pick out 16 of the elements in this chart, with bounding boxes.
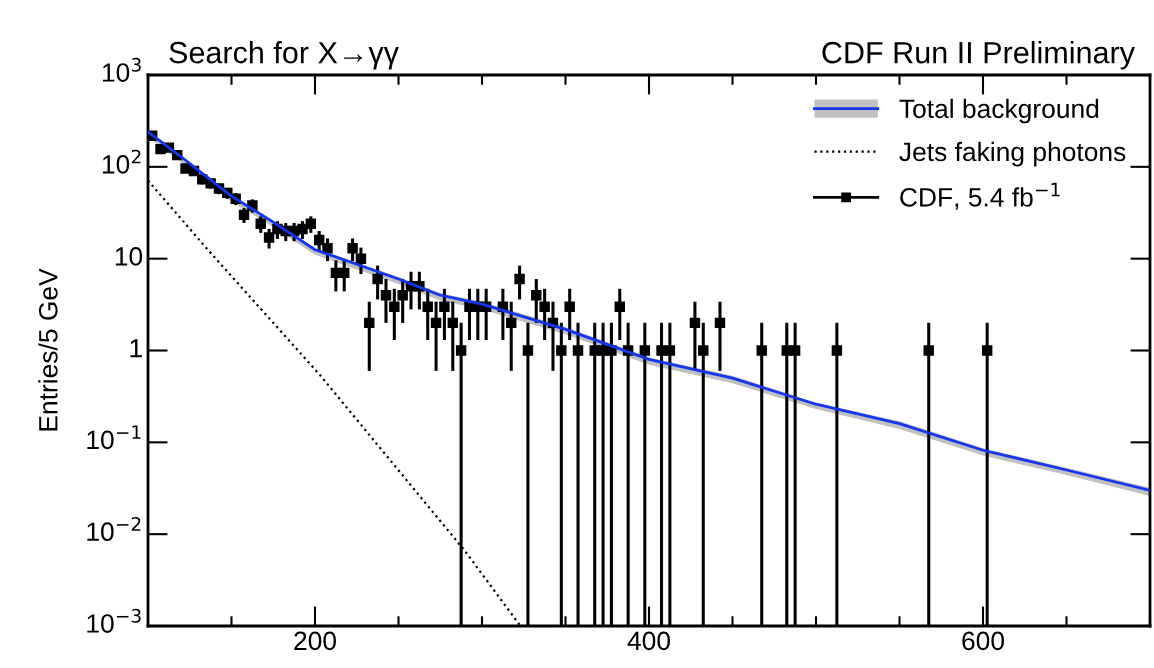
y-tick-label: 10	[115, 247, 143, 266]
x-tick-label: 600	[962, 631, 1004, 651]
legend-label: CDF, 5.4 fb$^{−1}$	[900, 182, 1060, 210]
y-tick-label: 10$^{3}$	[102, 57, 141, 82]
x-tick-label: 400	[627, 631, 670, 651]
y-tick-label: 10$^{−2}$	[87, 516, 141, 542]
legend-label: Jets faking photons	[899, 141, 1126, 167]
y-axis-title: Entries/5 GeV	[38, 268, 58, 431]
y-tick-label: 1	[130, 339, 142, 358]
chart-title: Search for X→γγ	[169, 41, 399, 70]
legend-label: Total background	[899, 98, 1099, 124]
y-tick-label: 10$^{2}$	[102, 149, 141, 174]
y-tick-label: 10$^{−1}$	[87, 425, 141, 450]
y-tick-label: 10$^{−3}$	[87, 608, 141, 633]
text: CDF Run II Preliminary	[822, 41, 1135, 70]
x-tick-label: 200	[294, 631, 336, 651]
